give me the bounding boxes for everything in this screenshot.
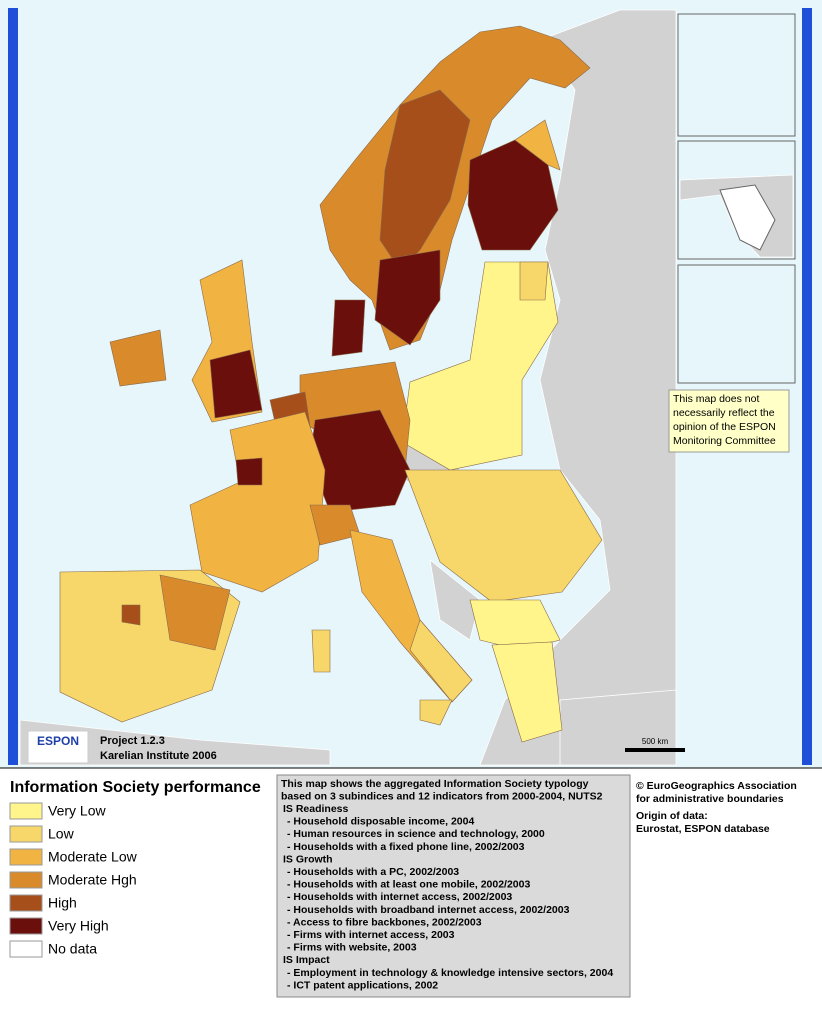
region — [109, 329, 167, 387]
region — [189, 411, 326, 593]
logo: ESPON — [37, 734, 79, 748]
frame-bar-right — [802, 8, 812, 765]
region — [409, 619, 473, 703]
copyright-line: for administrative boundaries — [636, 793, 784, 805]
group-title: IS Readiness — [283, 803, 349, 815]
region — [491, 641, 563, 743]
region — [235, 457, 263, 486]
region — [331, 299, 366, 357]
description-intro: This map shows the aggregated Informatio… — [281, 778, 589, 790]
group-item: - Households with a PC, 2002/2003 — [287, 866, 459, 878]
insets — [677, 13, 796, 384]
legend-label: No data — [48, 941, 97, 957]
group-title: IS Growth — [283, 853, 333, 865]
scale-bar — [625, 748, 685, 752]
region — [404, 469, 603, 603]
group-item: - Human resources in science and technol… — [287, 828, 545, 840]
legend-title: Information Society performance — [10, 779, 261, 796]
legend-label: Very High — [48, 918, 109, 934]
description-box — [276, 774, 631, 998]
legend-swatch — [9, 848, 43, 866]
origin-title: Origin of data: — [636, 810, 708, 822]
legend-label: Moderate Hgh — [48, 872, 137, 888]
region — [401, 261, 559, 471]
disclaimer-line: opinion of the ESPON — [673, 421, 776, 433]
disclaimer: This map does not necessarily reflect the… — [668, 389, 790, 453]
group-item: - Household disposable income, 2004 — [287, 816, 474, 828]
logo-box — [27, 730, 89, 764]
legend-label: Moderate Low — [48, 849, 138, 865]
group-item: - Employment in technology & knowledge i… — [287, 967, 613, 979]
legend-swatch — [9, 940, 43, 958]
inset-frame — [677, 264, 796, 384]
group-item: - Households with internet access, 2002/… — [287, 891, 512, 903]
legend-swatch — [9, 894, 43, 912]
description: This map shows the aggregated Informatio… — [281, 778, 613, 992]
legend-label: Very Low — [48, 803, 106, 819]
group-item: - Firms with website, 2003 — [287, 942, 417, 954]
legend-label: Low — [48, 826, 75, 842]
description-intro: based on 3 subindices and 12 indicators … — [281, 790, 603, 802]
legend-swatch — [9, 871, 43, 889]
institute: Karelian Institute 2006 — [100, 750, 217, 762]
group-item: - Households with a fixed phone line, 20… — [287, 841, 525, 853]
legend-swatch — [9, 917, 43, 935]
disclaimer-line: This map does not — [673, 393, 759, 405]
disclaimer-line: Monitoring Committee — [673, 435, 776, 447]
disclaimer-box — [668, 389, 790, 453]
frame-bar-left — [8, 8, 18, 765]
legend-swatch — [9, 825, 43, 843]
legend-label: High — [48, 895, 77, 911]
legend-swatch — [9, 802, 43, 820]
disclaimer-line: necessarily reflect the — [673, 407, 775, 419]
region — [159, 574, 231, 651]
project: Project 1.2.3 — [100, 735, 165, 747]
scale-label: 500 km — [642, 737, 669, 746]
copyright-line: © EuroGeographics Association — [636, 780, 797, 792]
inset-frame — [677, 13, 796, 137]
region — [374, 249, 441, 346]
group-item: - Access to fibre backbones, 2002/2003 — [287, 916, 482, 928]
region — [419, 699, 453, 726]
legend: Very Low Low Moderate Low Moderate Hgh High V… — [9, 802, 138, 958]
region — [209, 349, 263, 419]
group-title: IS Impact — [283, 954, 330, 966]
region — [311, 629, 331, 673]
region — [514, 119, 561, 171]
region — [519, 261, 549, 301]
group-item: - Firms with internet access, 2003 — [287, 929, 455, 941]
region — [121, 604, 141, 626]
regions — [59, 25, 603, 743]
group-item: - Households with at least one mobile, 2… — [287, 879, 530, 891]
region — [379, 89, 471, 271]
group-item: - ICT patent applications, 2002 — [287, 979, 438, 991]
origin: Eurostat, ESPON database — [636, 823, 770, 835]
group-item: - Households with broadband internet acc… — [287, 904, 570, 916]
